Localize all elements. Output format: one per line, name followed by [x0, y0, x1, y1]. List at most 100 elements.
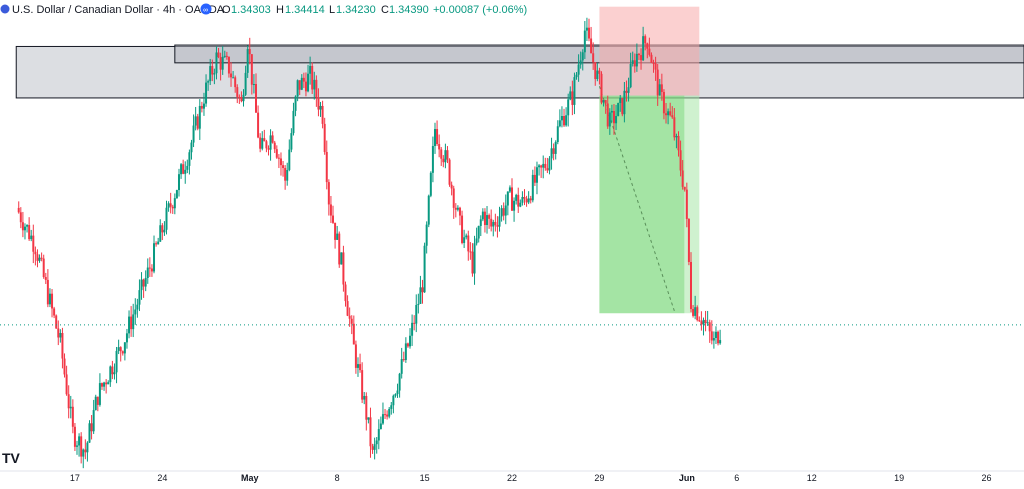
- candle-body: [708, 322, 711, 332]
- candle-body: [660, 84, 663, 92]
- x-tick-label: Jun: [679, 473, 695, 483]
- candle-body: [662, 91, 665, 114]
- candle-body: [494, 221, 497, 226]
- candle-body: [53, 308, 56, 316]
- candle-body: [329, 204, 332, 216]
- candle-body: [700, 321, 703, 325]
- candle-body: [236, 87, 239, 97]
- candle-body: [282, 165, 285, 169]
- candle-body: [334, 222, 337, 240]
- candle-body: [159, 225, 162, 242]
- open-value: 1.34303: [231, 4, 271, 16]
- candle-body: [394, 394, 397, 396]
- candle-body: [40, 257, 43, 259]
- candle-body: [546, 168, 549, 171]
- candle-body: [602, 100, 605, 103]
- candle-body: [315, 79, 318, 98]
- candle-body: [527, 198, 530, 203]
- candle-body: [694, 307, 697, 316]
- candle-body: [267, 148, 270, 150]
- candle-body: [421, 287, 424, 293]
- candle-body: [69, 406, 72, 409]
- candle-body: [452, 188, 455, 208]
- candle-body: [238, 96, 241, 98]
- candle-body: [475, 238, 478, 244]
- candle-body: [105, 382, 108, 385]
- tradingview-logo: TV: [2, 450, 21, 466]
- candle-body: [327, 182, 330, 205]
- candle-body: [552, 148, 555, 154]
- candle-body: [244, 72, 247, 95]
- candle-body: [556, 126, 559, 143]
- candle-body: [717, 331, 720, 344]
- eye-icon[interactable]: [200, 3, 212, 15]
- low-label: L: [329, 4, 335, 16]
- candle-body: [596, 70, 599, 80]
- zones-layer: [15, 44, 1024, 99]
- candle-body: [436, 129, 439, 145]
- candle-body: [109, 366, 112, 383]
- candle-body: [190, 142, 193, 153]
- candle-body: [567, 99, 570, 116]
- candle-body: [188, 152, 191, 166]
- low-value: 1.34230: [336, 4, 376, 16]
- candle-body: [467, 235, 470, 252]
- candle-body: [57, 328, 60, 338]
- candle-body: [654, 63, 657, 70]
- chart-header: U.S. Dollar / Canadian Dollar · 4h · OAN…: [0, 3, 527, 16]
- candle-body: [213, 73, 216, 75]
- candle-body: [483, 211, 486, 226]
- take-profit-zone: [599, 95, 700, 314]
- candle-body: [296, 80, 299, 97]
- candle-body: [273, 142, 276, 150]
- candle-body: [606, 103, 609, 127]
- candle-body: [217, 52, 220, 58]
- candle-body: [184, 169, 187, 174]
- candle-body: [209, 66, 212, 82]
- candle-body: [502, 208, 505, 216]
- candle-body: [627, 87, 630, 93]
- candle-body: [411, 322, 414, 336]
- candle-body: [585, 27, 588, 31]
- candle-body: [302, 77, 305, 82]
- candle-body: [344, 284, 347, 302]
- candle-body: [533, 174, 536, 183]
- candle-body: [155, 243, 158, 245]
- candle-body: [67, 394, 70, 409]
- candle-body: [252, 84, 255, 86]
- candle-body: [219, 57, 222, 70]
- candle-body: [479, 219, 482, 226]
- candle-body: [173, 198, 176, 209]
- candle-body: [427, 195, 430, 225]
- candle-body: [588, 27, 591, 39]
- candle-body: [384, 414, 387, 416]
- candle-body: [277, 157, 280, 159]
- x-tick-label: 8: [335, 473, 340, 483]
- candle-body: [525, 198, 528, 203]
- candle-body: [486, 215, 489, 226]
- candle-body: [311, 65, 314, 90]
- candle-body: [417, 303, 420, 305]
- candle-body: [692, 308, 695, 316]
- candle-body: [346, 301, 349, 316]
- x-tick-label: 29: [594, 473, 604, 483]
- candle-body: [594, 62, 597, 80]
- candle-body: [388, 408, 391, 417]
- candle-body: [683, 186, 686, 190]
- candle-body: [373, 444, 376, 450]
- candle-body: [702, 319, 705, 325]
- candle-body: [90, 423, 93, 432]
- candle-body: [194, 116, 197, 126]
- candle-body: [419, 287, 422, 304]
- candle-body: [55, 315, 58, 329]
- x-tick-label: 12: [807, 473, 817, 483]
- candle-body: [463, 237, 466, 243]
- candle-body: [640, 55, 643, 61]
- symbol-title: U.S. Dollar / Canadian Dollar · 4h · OAN…: [12, 4, 225, 16]
- candle-body: [386, 414, 389, 417]
- candle-body: [404, 343, 407, 360]
- candle-body: [119, 347, 122, 352]
- candle-body: [211, 66, 214, 75]
